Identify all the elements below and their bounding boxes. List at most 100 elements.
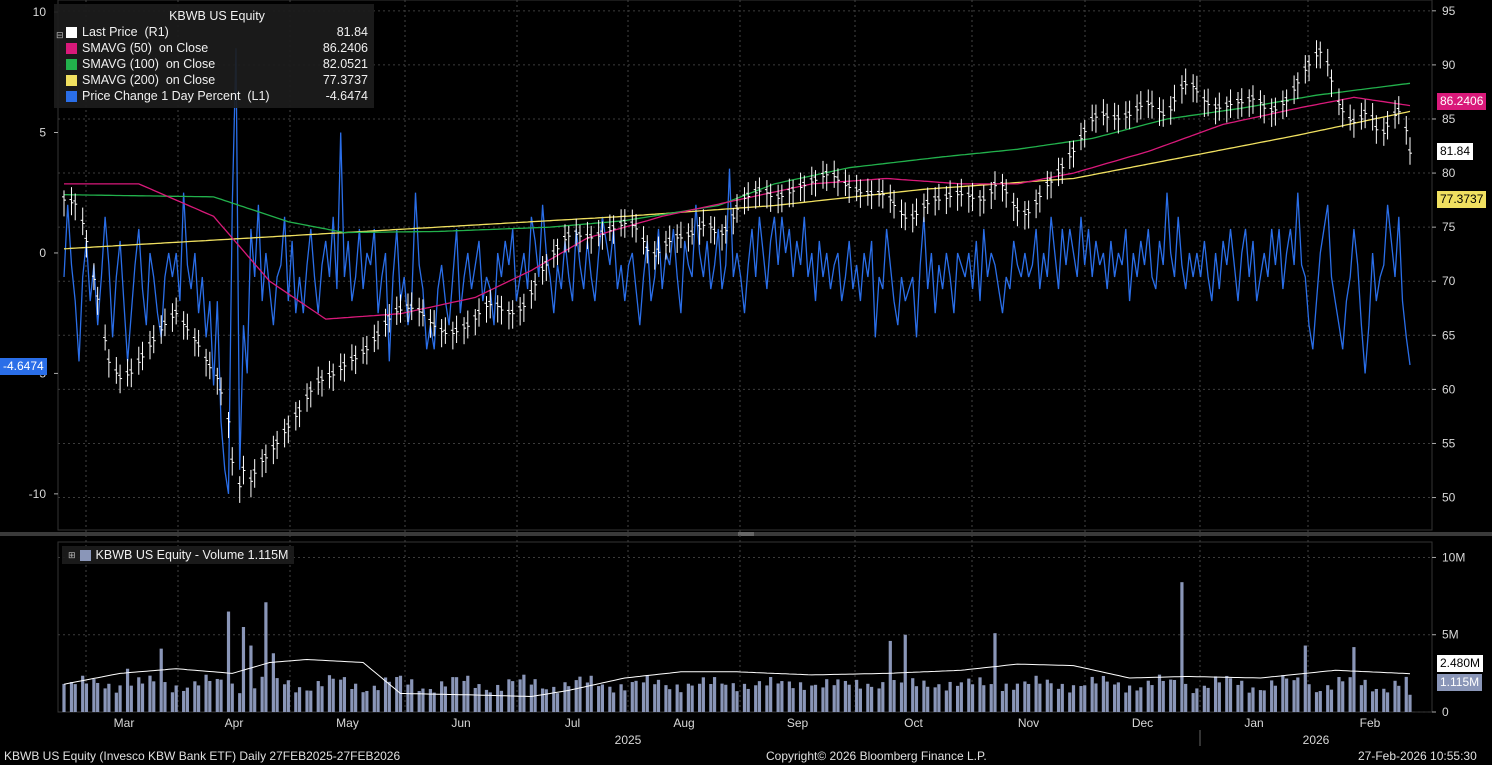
legend-swatch bbox=[66, 74, 77, 86]
volume-bar bbox=[81, 675, 85, 712]
volume-bar bbox=[1172, 679, 1177, 712]
legend-swatch bbox=[66, 58, 77, 70]
volume-bar bbox=[1015, 683, 1020, 712]
month-label: Mar bbox=[114, 716, 135, 730]
legend-collapse-icon[interactable]: ⊟ bbox=[56, 30, 64, 40]
volume-bar bbox=[208, 680, 212, 712]
volume-bar bbox=[365, 690, 369, 712]
month-label: Feb bbox=[1360, 716, 1381, 730]
volume-bar bbox=[1359, 685, 1363, 712]
legend-item: Price Change 1 Day Percent (L1) -4.6474 bbox=[66, 88, 368, 104]
volume-bar bbox=[641, 682, 646, 712]
volume-bar bbox=[698, 683, 702, 712]
legend-item-value: 81.84 bbox=[336, 25, 368, 39]
volume-bar bbox=[376, 690, 380, 712]
volume-bar bbox=[1079, 686, 1083, 712]
volume-bar bbox=[406, 684, 410, 712]
price-axis-label: 65 bbox=[1442, 328, 1456, 342]
volume-bar bbox=[989, 684, 993, 712]
volume-bar bbox=[653, 684, 657, 712]
volume-bar bbox=[798, 682, 803, 712]
volume-bar bbox=[1337, 677, 1341, 712]
legend-swatch bbox=[66, 26, 77, 38]
legend-item: SMAVG (100) on Close 82.0521 bbox=[66, 56, 368, 72]
volume-bar bbox=[810, 685, 814, 712]
volume-average-line bbox=[63, 658, 1411, 698]
volume-bar bbox=[1023, 681, 1027, 712]
volume-bar bbox=[1038, 683, 1042, 712]
legend-item-value: -4.6474 bbox=[325, 89, 368, 103]
volume-bar bbox=[484, 689, 489, 712]
volume-bar bbox=[462, 680, 466, 712]
volume-bar bbox=[297, 687, 302, 712]
legend-item-label: Price Change 1 Day Percent (L1) bbox=[82, 89, 270, 103]
volume-bar bbox=[1124, 692, 1128, 712]
price-axis-label: 80 bbox=[1442, 166, 1456, 180]
volume-bar bbox=[1251, 687, 1255, 712]
volume-bar bbox=[496, 684, 500, 712]
volume-bar bbox=[137, 677, 141, 712]
volume-bar bbox=[664, 685, 668, 712]
volume-bar bbox=[1285, 678, 1289, 712]
volume-bar bbox=[825, 679, 829, 712]
volume-bar bbox=[589, 675, 593, 712]
volume-legend: ⊞ KBWB US Equity - Volume 1.115M bbox=[62, 546, 295, 564]
volume-bar bbox=[282, 684, 287, 712]
volume-bar bbox=[473, 687, 477, 712]
price-axis-label: 75 bbox=[1442, 220, 1456, 234]
volume-bar bbox=[623, 690, 627, 712]
volume-bar bbox=[679, 692, 683, 712]
volume-bar bbox=[219, 679, 223, 712]
pct-axis-label: 0 bbox=[39, 246, 46, 260]
volume-bar bbox=[129, 685, 133, 712]
volume-bar bbox=[1270, 680, 1274, 712]
volume-bar bbox=[522, 674, 526, 712]
volume-bar bbox=[118, 685, 122, 712]
volume-bar bbox=[92, 679, 96, 712]
volume-bar bbox=[780, 681, 784, 712]
volume-bar bbox=[720, 683, 724, 712]
volume-bar bbox=[668, 689, 672, 712]
volume-bar bbox=[881, 682, 885, 712]
volume-bar bbox=[327, 675, 332, 712]
volume-bar bbox=[1034, 675, 1038, 712]
volume-bar bbox=[836, 679, 840, 712]
volume-bar bbox=[286, 680, 290, 712]
volume-bar bbox=[555, 693, 560, 712]
volume-bar bbox=[802, 689, 806, 712]
sma200-last-tag: 77.3737 bbox=[1437, 191, 1487, 208]
pct-axis-label: -10 bbox=[29, 487, 47, 501]
volume-bar bbox=[182, 690, 186, 712]
volume-bar bbox=[1169, 679, 1173, 712]
volume-bar bbox=[1273, 685, 1277, 712]
volume-bar bbox=[944, 690, 948, 712]
volume-bar bbox=[959, 682, 963, 712]
volume-bar bbox=[712, 677, 717, 712]
price-axis-label: 85 bbox=[1442, 112, 1456, 126]
volume-legend-expand-icon[interactable]: ⊞ bbox=[68, 550, 76, 560]
volume-bar bbox=[926, 686, 930, 712]
volume-bar bbox=[197, 685, 201, 712]
volume-bar bbox=[877, 688, 881, 712]
volume-bar bbox=[709, 684, 713, 712]
volume-avg-tag: 2.480M bbox=[1437, 655, 1484, 672]
sma200-line bbox=[63, 110, 1411, 250]
volume-axis-label: 0 bbox=[1442, 705, 1449, 719]
volume-bar bbox=[1262, 690, 1266, 712]
volume-bar bbox=[1326, 685, 1330, 712]
volume-bar bbox=[948, 681, 952, 712]
volume-bar bbox=[1374, 688, 1378, 712]
volume-bar bbox=[103, 688, 107, 712]
volume-bar bbox=[1225, 675, 1229, 712]
volume-bar bbox=[888, 640, 892, 712]
volume-bar bbox=[1202, 685, 1206, 712]
volume-bar bbox=[630, 682, 634, 712]
main-plot-frame bbox=[57, 0, 1433, 531]
volume-bar bbox=[911, 678, 915, 712]
price-axis-label: 55 bbox=[1442, 436, 1456, 450]
volume-bar bbox=[339, 679, 343, 712]
volume-bar bbox=[440, 681, 444, 712]
volume-bar bbox=[1236, 684, 1240, 712]
volume-bar bbox=[1296, 677, 1300, 712]
volume-bar bbox=[1228, 678, 1233, 712]
